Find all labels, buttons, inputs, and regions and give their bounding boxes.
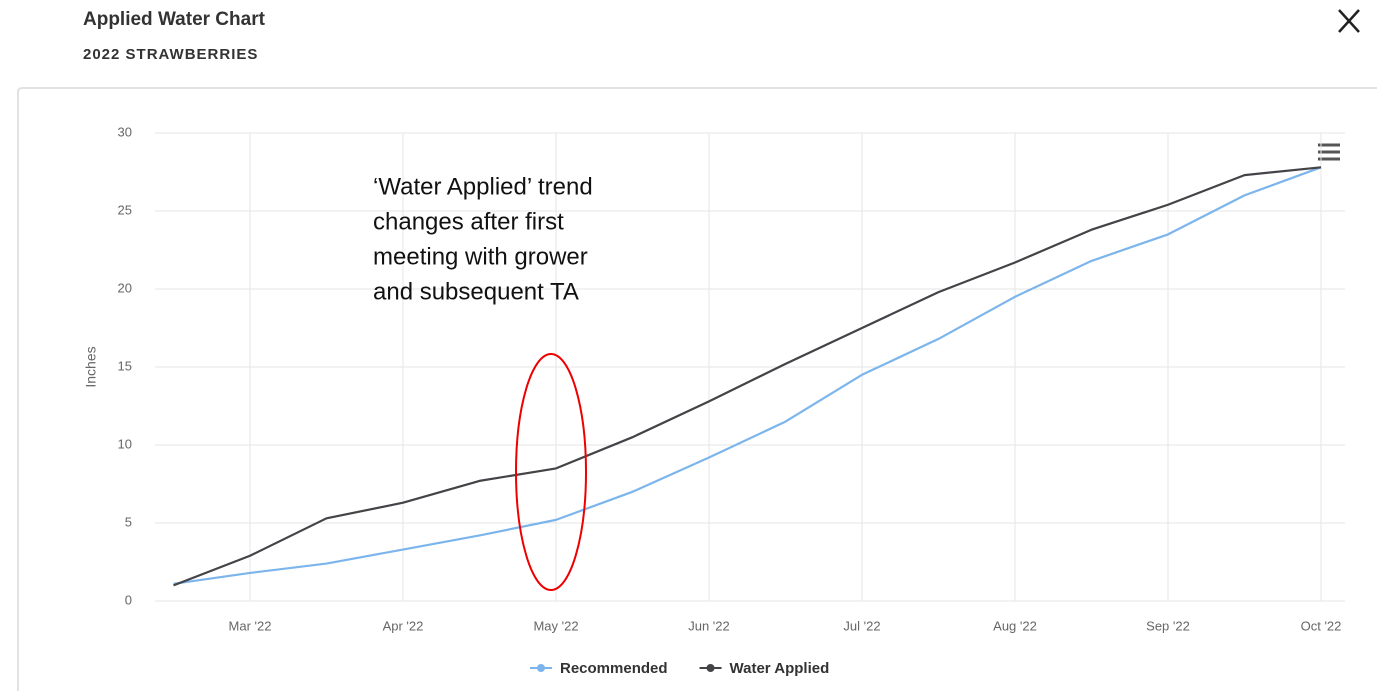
x-tick-label: Aug '22 — [993, 618, 1037, 633]
x-tick-label: Oct '22 — [1301, 618, 1342, 633]
y-tick-label: 10 — [118, 436, 132, 451]
x-tick-label: Apr '22 — [383, 618, 424, 633]
legend-marker — [537, 664, 545, 672]
x-tick-label: Jul '22 — [843, 618, 880, 633]
y-tick-label: 25 — [118, 202, 132, 217]
highlight-ellipse — [515, 353, 587, 591]
x-tick-label: Jun '22 — [688, 618, 730, 633]
legend-marker — [706, 664, 715, 672]
legend-label: Water Applied — [730, 660, 830, 677]
panel-border — [17, 87, 1377, 691]
annotation-line: ‘Water Applied’ trend — [373, 173, 593, 200]
y-tick-label: 20 — [118, 280, 132, 295]
y-tick-label: 15 — [118, 358, 132, 373]
close-button[interactable] — [1338, 9, 1360, 33]
legend-label: Recommended — [560, 660, 668, 677]
series-line — [173, 166, 1322, 587]
y-tick-label: 0 — [125, 592, 132, 607]
chart-title: Applied Water Chart — [83, 9, 266, 30]
x-tick-label: May '22 — [533, 618, 578, 633]
menu-button[interactable] — [1318, 143, 1340, 161]
x-tick-label: Sep '22 — [1146, 618, 1190, 633]
y-tick-label: 30 — [118, 124, 132, 139]
annotation-line: changes after first — [373, 208, 564, 235]
series-line — [173, 166, 1322, 585]
y-tick-label: 5 — [125, 514, 132, 529]
chart-subtitle: 2022 STRAWBERRIES — [83, 46, 258, 63]
y-axis-label: Inches — [83, 346, 99, 387]
annotation-line: meeting with grower — [373, 243, 588, 270]
x-tick-label: Mar '22 — [229, 618, 272, 633]
annotation-line: and subsequent TA — [373, 278, 579, 305]
